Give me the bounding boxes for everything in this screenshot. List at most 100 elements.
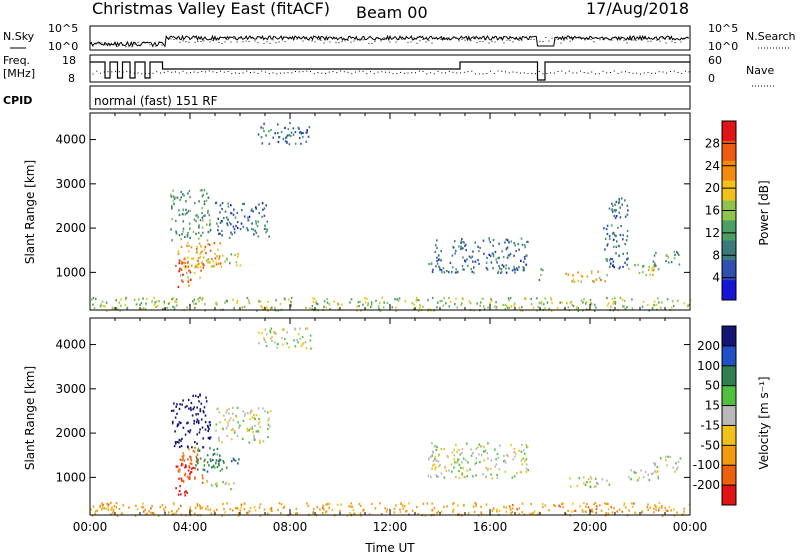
data-cell bbox=[156, 304, 159, 308]
data-cell bbox=[521, 243, 524, 246]
data-cell bbox=[281, 337, 283, 340]
noise-search-dot bbox=[407, 42, 409, 44]
data-cell bbox=[525, 254, 527, 257]
data-cell bbox=[369, 305, 372, 308]
freq-trace bbox=[90, 61, 690, 81]
data-cell bbox=[196, 462, 199, 465]
data-cell bbox=[619, 206, 621, 209]
data-cell bbox=[587, 506, 590, 509]
data-cell bbox=[614, 216, 617, 220]
data-cell bbox=[326, 298, 328, 301]
data-cell bbox=[243, 215, 246, 218]
noise-search-dot bbox=[365, 39, 367, 40]
data-cell bbox=[631, 505, 634, 508]
data-cell bbox=[608, 483, 611, 486]
data-cell bbox=[197, 420, 200, 423]
data-cell bbox=[614, 210, 617, 213]
noise-search-dot bbox=[314, 41, 316, 43]
data-cell bbox=[154, 301, 156, 304]
data-cell bbox=[215, 429, 217, 432]
data-cell bbox=[182, 230, 184, 233]
nave-dot bbox=[535, 73, 536, 75]
data-cell bbox=[455, 297, 457, 300]
data-cell bbox=[184, 472, 187, 475]
data-cell bbox=[263, 214, 266, 217]
data-cell bbox=[440, 510, 443, 513]
data-cell bbox=[572, 502, 574, 505]
noise-search-dot bbox=[620, 37, 622, 39]
nave-dot bbox=[295, 71, 296, 72]
data-cell bbox=[266, 309, 269, 312]
data-cell bbox=[173, 308, 176, 311]
noise-search-dot bbox=[413, 37, 415, 39]
data-cell bbox=[218, 437, 220, 440]
noise-search-dot bbox=[302, 40, 304, 42]
data-cell bbox=[151, 505, 153, 508]
data-cell bbox=[513, 447, 516, 450]
nave-dot bbox=[325, 72, 326, 74]
noise-search-dot bbox=[113, 44, 115, 46]
data-cell bbox=[521, 309, 524, 312]
y-tick-label: 1000 bbox=[55, 470, 86, 484]
data-cell bbox=[605, 227, 608, 231]
data-cell bbox=[497, 271, 499, 274]
data-cell bbox=[302, 131, 305, 135]
data-cell bbox=[572, 305, 575, 308]
data-cell bbox=[182, 208, 185, 211]
data-cell bbox=[207, 258, 210, 261]
data-cell bbox=[198, 242, 201, 245]
x-tick-label: 08:00 bbox=[273, 520, 308, 534]
data-cell bbox=[460, 466, 462, 469]
data-cell bbox=[356, 305, 358, 308]
data-cell bbox=[205, 252, 207, 255]
data-cell bbox=[573, 280, 576, 283]
data-cell bbox=[536, 297, 538, 300]
data-cell bbox=[247, 412, 249, 415]
colorbar-tick-label: 28 bbox=[705, 136, 720, 150]
data-cell bbox=[243, 202, 246, 205]
data-cell bbox=[668, 505, 671, 509]
data-cell bbox=[234, 216, 237, 219]
data-cell bbox=[118, 301, 121, 304]
data-cell bbox=[153, 512, 155, 515]
data-cell bbox=[527, 240, 529, 244]
data-cell bbox=[507, 454, 509, 458]
noise-search-dot bbox=[518, 39, 520, 41]
data-cell bbox=[232, 428, 234, 431]
data-cell bbox=[194, 202, 196, 205]
data-cell bbox=[655, 471, 658, 474]
data-cell bbox=[260, 136, 263, 139]
data-cell bbox=[485, 475, 487, 478]
data-cell bbox=[208, 214, 211, 217]
data-cell bbox=[375, 299, 377, 302]
data-cell bbox=[181, 279, 183, 282]
data-cell bbox=[529, 512, 531, 516]
data-cell bbox=[325, 306, 327, 309]
data-cell bbox=[676, 468, 678, 471]
data-cell bbox=[502, 265, 505, 268]
data-cell bbox=[182, 426, 185, 429]
nave-dot bbox=[167, 70, 169, 72]
data-cell bbox=[653, 511, 655, 514]
data-cell bbox=[139, 303, 141, 306]
data-cell bbox=[498, 256, 500, 259]
data-cell bbox=[207, 426, 209, 429]
data-cell bbox=[176, 403, 178, 406]
data-cell bbox=[254, 417, 256, 421]
noise-search-dot bbox=[104, 44, 106, 46]
data-cell bbox=[285, 136, 287, 139]
data-cell bbox=[284, 126, 286, 130]
data-cell bbox=[188, 244, 190, 247]
noise-search-dot bbox=[251, 37, 253, 39]
nave-dot bbox=[186, 72, 188, 74]
data-cell bbox=[604, 248, 606, 251]
noise-search-dot bbox=[530, 38, 532, 40]
data-cell bbox=[524, 257, 526, 260]
data-cell bbox=[530, 297, 532, 301]
data-cell bbox=[656, 465, 659, 469]
data-cell bbox=[265, 231, 267, 234]
data-cell bbox=[142, 307, 145, 310]
data-cell bbox=[648, 266, 650, 269]
nave-dot bbox=[602, 70, 604, 72]
nave-dot bbox=[141, 73, 143, 75]
